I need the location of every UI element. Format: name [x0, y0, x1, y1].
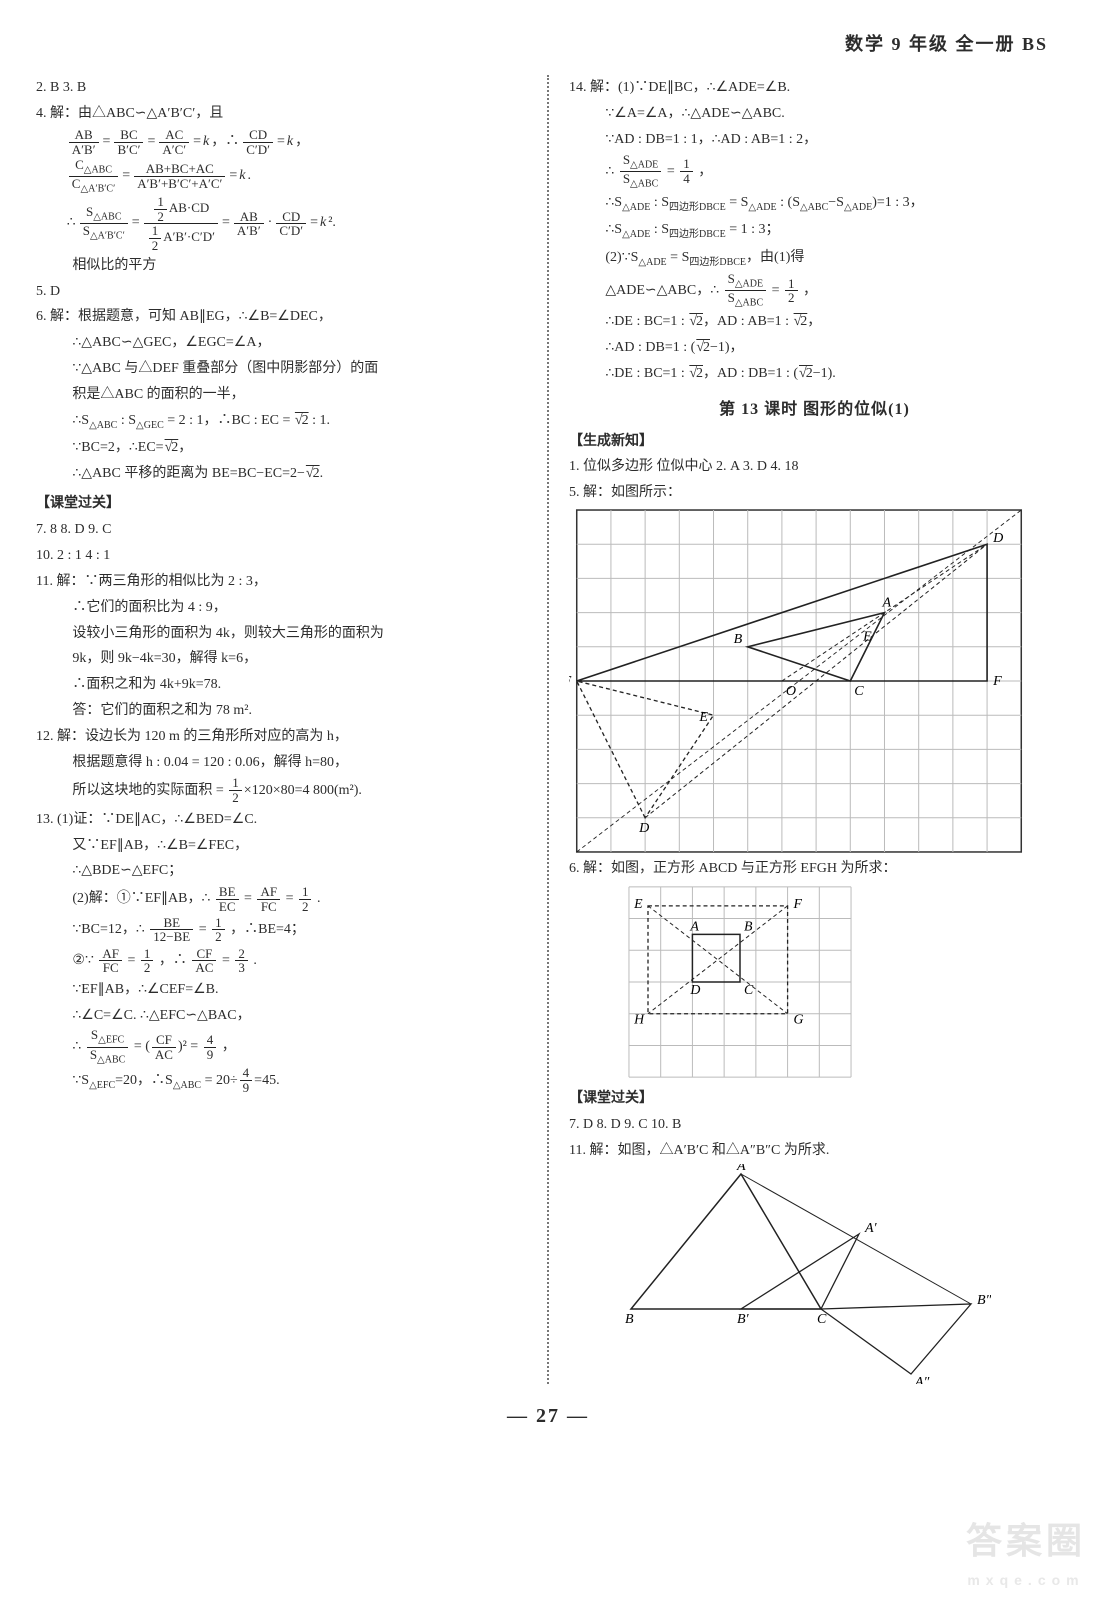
q12-2: 根据题意得 h : 0.04 = 120 : 0.06，解得 h=80， — [36, 750, 527, 776]
q6-4: ∴S△ABC : S△GEC = 2 : 1，∴BC : EC = 2 : 1. — [36, 408, 527, 435]
ans-7-9: 7. 8 8. D 9. C — [36, 517, 527, 543]
q14-5: ∴S△ADE : S四边形DBCE = S△ADE : (S△ABC−S△ADE… — [569, 190, 1060, 217]
svg-text:C: C — [854, 683, 864, 699]
right-column: 14. 解：(1)∵DE∥BC，∴∠ADE=∠B. ∵∠A=∠A，∴△ADE∽△… — [551, 75, 1060, 1383]
q13-9: ∴ S△EFCS△ABC = (CFAC)² = 49 ， — [36, 1028, 527, 1065]
svg-text:C: C — [744, 983, 754, 998]
q13-6: ②∵ AFFC = 12 ，∴ CFAC = 23 . — [36, 946, 527, 977]
svg-text:A: A — [736, 1164, 746, 1174]
q6-1: 6. 解：根据题意，可知 AB∥EG，∴∠B=∠DEC， — [36, 304, 527, 330]
q13-5: ∵BC=12，∴ BE12−BE = 12 ，∴BE=4； — [36, 915, 527, 946]
svg-text:D: D — [992, 530, 1003, 546]
q13-4: (2)解：①∵EF∥AB，∴ BEEC = AFFC = 12 . — [36, 884, 527, 915]
q6-5: ∵BC=2，∴EC=2， — [36, 435, 527, 461]
q11r: 11. 解：如图，△A′B′C 和△A″B″C 为所求. — [569, 1138, 1060, 1164]
svg-text:E: E — [633, 897, 643, 912]
q5: 5. 解：如图所示： — [569, 480, 1060, 506]
q11-2: ∴它们的面积比为 4 : 9， — [36, 595, 527, 621]
svg-text:O: O — [786, 683, 796, 699]
ans-5: 5. D — [36, 279, 527, 305]
svg-text:D: D — [638, 820, 649, 836]
svg-text:B″: B″ — [977, 1293, 991, 1308]
svg-text:B: B — [744, 920, 753, 935]
columns: 2. B 3. B 4. 解：由△ABC∽△A′B′C′，且 ABA′B′ = … — [36, 75, 1060, 1383]
q14-11: ∴DE : BC=1 : 2，AD : DB=1 : (2−1). — [569, 361, 1060, 387]
svg-text:B: B — [625, 1312, 634, 1327]
kt-left: 【课堂过关】 — [36, 491, 527, 517]
svg-text:A: A — [689, 920, 699, 935]
ans-1-4: 1. 位似多边形 位似中心 2. A 3. D 4. 18 — [569, 454, 1060, 480]
q14-7: (2)∵S△ADE = S四边形DBCE，由(1)得 — [569, 245, 1060, 272]
q11-4: 9k，则 9k−4k=30，解得 k=6， — [36, 646, 527, 672]
svg-text:F: F — [793, 897, 803, 912]
svg-text:D: D — [689, 983, 700, 998]
q13-3: ∴△BDE∽△EFC； — [36, 858, 527, 884]
q6-2: ∴△ABC∽△GEC，∠EGC=∠A， — [36, 330, 527, 356]
grid-diagram-1: O A B C D F F E E D — [569, 506, 1029, 856]
page-header: 数学 9 年级 全一册 BS — [36, 28, 1060, 61]
q11-6: 答：它们的面积之和为 78 m². — [36, 698, 527, 724]
q14-2: ∵∠A=∠A，∴△ADE∽△ABC. — [569, 101, 1060, 127]
lesson-title: 第 13 课时 图形的位似(1) — [569, 395, 1060, 425]
q4-perimeter: C△ABCC△A′B′C′ = AB+BC+ACA′B′+B′C′+A′C′ =… — [36, 158, 527, 195]
watermark-main: 答案圈 — [966, 1508, 1086, 1575]
svg-text:F: F — [992, 673, 1002, 689]
q13-7: ∵EF∥AB，∴∠CEF=∠B. — [36, 977, 527, 1003]
page-number: — 27 — — [36, 1398, 1060, 1435]
svg-text:F: F — [569, 673, 572, 689]
q14-6: ∴S△ADE : S四边形DBCE = 1 : 3； — [569, 217, 1060, 244]
svg-text:E: E — [698, 709, 708, 725]
q4-line1: 4. 解：由△ABC∽△A′B′C′，且 — [36, 101, 527, 127]
q14-4: ∴ S△ADES△ABC = 14 ， — [569, 153, 1060, 190]
svg-text:A″: A″ — [914, 1375, 930, 1384]
q14-8: △ADE∽△ABC，∴ S△ADES△ABC = 12 ， — [569, 272, 1060, 309]
watermark-sub: mxqe.com — [966, 1568, 1086, 1594]
svg-text:B′: B′ — [737, 1312, 750, 1327]
watermark: 答案圈 mxqe.com — [966, 1508, 1086, 1594]
q14-10: ∴AD : DB=1 : (2−1)， — [569, 335, 1060, 361]
left-column: 2. B 3. B 4. 解：由△ABC∽△A′B′C′，且 ABA′B′ = … — [36, 75, 545, 1383]
q4-ratios: ABA′B′ = BCB′C′ = ACA′C′ = k，∴ CDC′D′ = … — [36, 127, 527, 158]
grid-diagram-2: A B C D E F G H — [625, 882, 855, 1082]
svg-text:C: C — [817, 1312, 827, 1327]
ans-10: 10. 2 : 1 4 : 1 — [36, 543, 527, 569]
column-divider — [547, 75, 549, 1383]
q6-3: ∵△ABC 与△DEF 重叠部分（图中阴影部分）的面 — [36, 356, 527, 382]
q11-3: 设较小三角形的面积为 4k，则较大三角形的面积为 — [36, 621, 527, 647]
svg-text:H: H — [633, 1013, 645, 1028]
q6-6: ∴△ABC 平移的距离为 BE=BC−EC=2−2. — [36, 461, 527, 487]
sc-right: 【生成新知】 — [569, 429, 1060, 455]
q13-8: ∴∠C=∠C. ∴△EFC∽△BAC， — [36, 1003, 527, 1029]
q14-3: ∵AD : DB=1 : 1，∴AD : AB=1 : 2， — [569, 127, 1060, 153]
q6r: 6. 解：如图，正方形 ABCD 与正方形 EFGH 为所求： — [569, 856, 1060, 882]
svg-text:A′: A′ — [864, 1221, 878, 1236]
q12-1: 12. 解：设边长为 120 m 的三角形所对应的高为 h， — [36, 724, 527, 750]
q14-9: ∴DE : BC=1 : 2，AD : AB=1 : 2， — [569, 309, 1060, 335]
q4-end: 相似比的平方 — [36, 253, 527, 279]
q13-2: 又∵EF∥AB，∴∠B=∠FEC， — [36, 833, 527, 859]
q4-area: ∴ S△ABCS△A′B′C′ = 12AB·CD 12A′B′·C′D′ = … — [36, 195, 527, 253]
svg-text:A: A — [881, 595, 891, 611]
q13-10: ∵S△EFC=20，∴S△ABC = 20÷49=45. — [36, 1066, 527, 1097]
q14-1: 14. 解：(1)∵DE∥BC，∴∠ADE=∠B. — [569, 75, 1060, 101]
svg-text:E: E — [862, 629, 872, 645]
triangle-diagram: A A′ B″ B B′ C A″ — [611, 1164, 991, 1384]
kt-right: 【课堂过关】 — [569, 1086, 1060, 1112]
svg-text:B: B — [734, 631, 743, 647]
ans-2-3: 2. B 3. B — [36, 75, 527, 101]
svg-text:G: G — [794, 1013, 804, 1028]
q11-5: ∴面积之和为 4k+9k=78. — [36, 672, 527, 698]
q13-1: 13. (1)证：∵DE∥AC，∴∠BED=∠C. — [36, 807, 527, 833]
q11-1: 11. 解：∵两三角形的相似比为 2 : 3， — [36, 569, 527, 595]
q6-3b: 积是△ABC 的面积的一半， — [36, 382, 527, 408]
q12-3: 所以这块地的实际面积 = 12×120×80=4 800(m²). — [36, 776, 527, 807]
ans-7-10: 7. D 8. D 9. C 10. B — [569, 1112, 1060, 1138]
